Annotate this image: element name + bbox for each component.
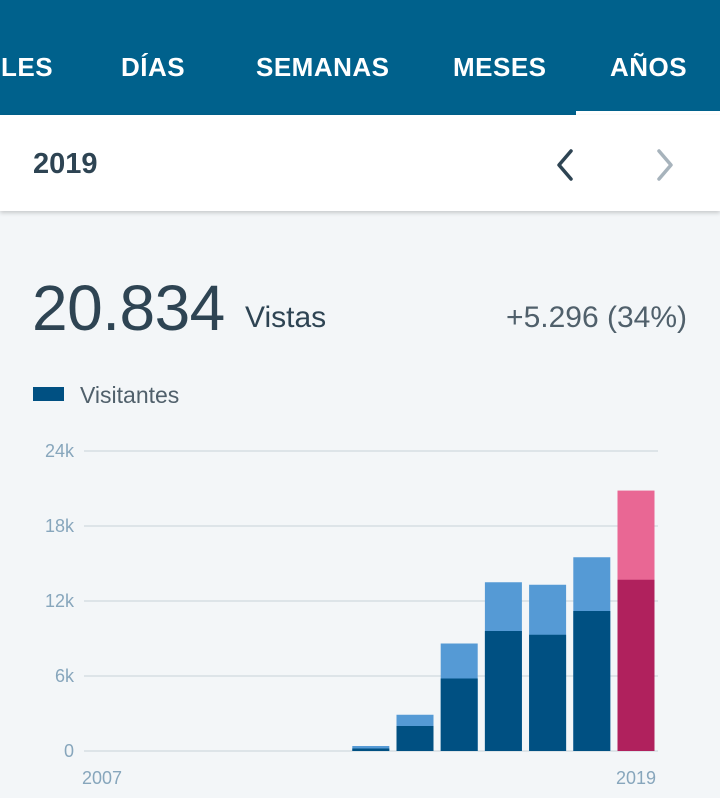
- previous-period-button[interactable]: [546, 145, 586, 185]
- bar-visitors-2014[interactable]: [396, 726, 434, 751]
- bar-visitors-2019[interactable]: [617, 579, 655, 751]
- selected-tab-indicator: [576, 111, 720, 115]
- tab-weeks[interactable]: SEMANAS: [256, 52, 390, 82]
- tab-days[interactable]: DÍAS: [121, 52, 186, 82]
- tab-minutes[interactable]: LES: [1, 52, 54, 82]
- x-tick-label: 2019: [616, 768, 656, 788]
- bar-visitors-2015[interactable]: [440, 678, 478, 752]
- tab-months[interactable]: MESES: [453, 52, 547, 82]
- bar-visitors-2017[interactable]: [529, 634, 567, 751]
- legend-label: Visitantes: [80, 382, 180, 408]
- y-tick-label: 0: [64, 741, 74, 761]
- legend-swatch: [33, 387, 64, 401]
- chevron-right-icon: [657, 149, 673, 181]
- period-label: 2019: [33, 148, 98, 180]
- y-tick-label: 6k: [55, 666, 75, 686]
- y-tick-label: 24k: [45, 441, 75, 461]
- tab-years[interactable]: AÑOS: [610, 52, 688, 82]
- y-tick-label: 12k: [45, 591, 75, 611]
- bar-visitors-2013[interactable]: [352, 748, 390, 752]
- views-label: Vistas: [245, 301, 327, 334]
- next-period-button[interactable]: [646, 145, 686, 185]
- views-bar-chart[interactable]: 0 6k 12k 18k 24k 2007 2019: [0, 422, 720, 798]
- views-change: +5.296 (34%): [506, 301, 687, 334]
- bar-visitors-2018[interactable]: [573, 611, 611, 751]
- x-tick-label: 2007: [82, 768, 122, 788]
- date-navigation-bar: 2019: [0, 115, 720, 211]
- tab-bar: LES DÍAS SEMANAS MESES AÑOS: [0, 0, 720, 115]
- views-count: 20.834: [32, 272, 225, 344]
- chevron-left-icon: [557, 149, 573, 181]
- y-tick-label: 18k: [45, 516, 75, 536]
- stats-content: 20.834 Vistas +5.296 (34%) Visitantes 0 6…: [0, 211, 720, 798]
- bar-visitors-2016[interactable]: [484, 631, 522, 751]
